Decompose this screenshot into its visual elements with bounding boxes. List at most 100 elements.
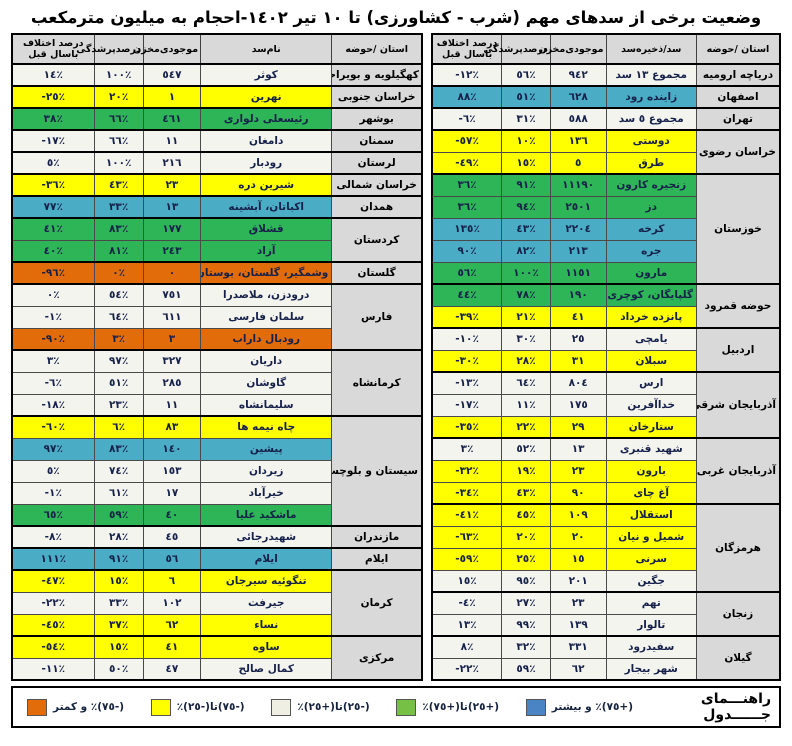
fill-percent-cell: ٣٣٪ [93, 591, 144, 615]
diff-percent-cell: ٩٠٪ [431, 239, 503, 263]
table-row: تالوار ١٣٩ ٩٩٪ ١٣٪ [431, 613, 780, 637]
table-row: هرمزگان استقلال ١٠٩ ٤٥٪ -٤١٪ [431, 503, 781, 593]
table-row: مازندران شهیدرجائی ٤٥ ٢٨٪ -٨٪ [11, 525, 423, 549]
volume-cell: ٥٤٧ [142, 63, 202, 87]
diff-percent-cell: -٩٦٪ [11, 261, 95, 285]
diff-percent-cell: -٣٢٪ [431, 459, 503, 483]
dam-name-cell: جیرفت [200, 591, 333, 615]
fill-percent-cell: ١٩٪ [501, 459, 551, 483]
diff-percent-cell: ١٤٪ [11, 63, 95, 87]
diff-percent-cell: -١١٪ [11, 657, 95, 681]
legend-item-label: (-٧٥)٪ و کمتر [53, 701, 125, 713]
diff-percent-cell: ٤٠٪ [11, 239, 95, 263]
fill-percent-cell: ٦٤٪ [501, 371, 551, 395]
fill-percent-cell: ٣٠٪ [501, 327, 551, 351]
legend-item-yellow: (-٧٥)تا(-٢٥)٪ [150, 698, 245, 716]
fill-percent-cell: ٥٩٪ [501, 657, 551, 681]
fill-percent-cell: ١٠٠٪ [93, 151, 144, 175]
dam-name-cell: دوستی [605, 129, 697, 153]
volume-cell: ٢٣ [549, 459, 607, 483]
province-cell: اصفهان [695, 85, 781, 109]
table-row: فارس درودزن، ملاصدرا ٧٥١ ٥٤٪ ٠٪ [11, 283, 423, 351]
dam-name-cell: خیرآباد [200, 481, 333, 505]
fill-percent-cell: ٨٣٪ [93, 217, 144, 241]
page-title: وضعیت برخی از سدهای مهم (شرب - کشاورزی) … [30, 8, 762, 27]
table-row: کرمان تنگوئیه سیرجان ٦ ١٥٪ -٤٧٪ [11, 569, 423, 637]
table-row: ایلام ایلام ٥٦ ٩١٪ ١١١٪ [11, 547, 423, 571]
column-header: درصد اختلاف باسال قبل [11, 33, 95, 65]
dam-name-cell: تنگوئیه سیرجان [200, 569, 333, 593]
province-cell: حوضه قمرود [695, 283, 781, 329]
table-row: پانزده خرداد ٤١ ٢١٪ -٣٩٪ [431, 305, 780, 329]
dam-name-cell: ماشکید علیا [200, 503, 333, 527]
volume-cell: ١٧٥ [549, 393, 607, 417]
dam-name-cell: گلپایگان، کوچری [605, 283, 697, 307]
dam-name-cell: بارون [605, 459, 697, 483]
table-row: شهر بیجار ٦٢ ٥٩٪ -٢٢٪ [431, 657, 780, 681]
fill-percent-cell: ٤٣٪ [501, 217, 551, 241]
dam-name-cell: مجموع ١٣ سد [605, 63, 697, 87]
province-cell: گیلان [695, 635, 781, 681]
volume-cell: ٨٣ [142, 415, 202, 439]
fill-percent-cell: ٤٣٪ [93, 173, 144, 197]
diff-percent-cell: -٣٤٪ [431, 481, 503, 505]
table-row: جگین ٢٠١ ٩٥٪ ١٥٪ [431, 569, 780, 593]
table-row: آذربایجان شرقی ارس ٨٠٤ ٦٤٪ -١٣٪ [431, 371, 781, 439]
diff-percent-cell: ٩٧٪ [11, 437, 95, 461]
volume-cell: ٤١ [142, 635, 202, 659]
dam-name-cell: آزاد [200, 239, 333, 263]
volume-cell: ٢١٦ [142, 151, 202, 175]
diff-percent-cell: -٦٣٪ [431, 525, 503, 549]
dam-name-cell: داریان [200, 349, 333, 373]
volume-cell: ١٣ [142, 195, 202, 219]
province-cell: گلستان [331, 261, 423, 285]
legend-item-orange: (-٧٥)٪ و کمتر [27, 698, 125, 716]
diff-percent-cell: -٣٩٪ [431, 305, 503, 329]
diff-percent-cell: -٣٠٪ [431, 349, 503, 373]
dam-name-cell: ایلام [200, 547, 333, 571]
fill-percent-cell: ٦٤٪ [93, 305, 144, 329]
diff-percent-cell: -٥٧٪ [431, 129, 503, 153]
province-cell: دریاچه ارومیه [695, 63, 781, 87]
legend-item-label: (-٧٥)تا(-٢٥)٪ [176, 701, 245, 713]
volume-cell: ٤٧ [142, 657, 202, 681]
table-row: حوضه قمرود گلپایگان، کوچری ١٩٠ ٧٨٪ ٤٤٪ [431, 283, 781, 329]
table-row: کردستان قشلاق ١٧٧ ٨٣٪ ٤١٪ [11, 217, 423, 263]
diff-percent-cell: -٦٠٪ [11, 415, 95, 439]
volume-cell: ١٠٩ [549, 503, 607, 527]
volume-cell: ٥٨٨ [549, 107, 607, 131]
dam-name-cell: شهید قنبری [605, 437, 697, 461]
fill-percent-cell: ٣١٪ [501, 107, 551, 131]
diff-percent-cell: ١٥٪ [431, 569, 503, 593]
fill-percent-cell: ٨٣٪ [93, 437, 144, 461]
diff-percent-cell: -٦٪ [431, 107, 503, 131]
table-row: دریاچه ارومیه مجموع ١٣ سد ٩٤٢ ٥٦٪ -١٢٪ [431, 63, 781, 87]
volume-cell: ٣١ [549, 349, 607, 373]
province-cell: لرستان [331, 151, 423, 175]
table-row: گیلان سفیدرود ٣٣١ ٣٢٪ ٨٪ [431, 635, 781, 681]
fill-percent-cell: ٩٤٪ [501, 195, 551, 219]
column-header: درصدپرشدگی [76, 33, 144, 65]
volume-cell: ١٣٦ [549, 129, 607, 153]
province-cell: خوزستان [695, 173, 781, 285]
diff-percent-cell: ١٣٪ [431, 613, 503, 637]
dam-name-cell: خداآفرین [605, 393, 697, 417]
fill-percent-cell: ١٥٪ [501, 151, 551, 175]
fill-percent-cell: ٣٪ [93, 327, 144, 351]
diff-percent-cell: -٤٥٪ [11, 613, 95, 637]
fill-percent-cell: ١٥٪ [93, 635, 144, 659]
dam-name-cell: سبلان [605, 349, 697, 373]
fill-percent-cell: ٨١٪ [93, 239, 144, 263]
diff-percent-cell: ٣٦٪ [431, 173, 503, 197]
diff-percent-cell: ٥٪ [11, 151, 95, 175]
dam-name-cell: ساوه [200, 635, 333, 659]
province-cell: کردستان [331, 217, 423, 263]
province-cell: ایلام [331, 547, 423, 571]
dam-name-cell: طرق [605, 151, 697, 175]
table-row: کرمانشاه داریان ٣٢٧ ٩٧٪ ٣٪ [11, 349, 423, 417]
volume-cell: ٢٣ [549, 591, 607, 615]
dam-name-cell: آغ چای [605, 481, 697, 505]
diff-percent-cell: -١٪ [11, 305, 95, 329]
dam-name-cell: سلیمانشاه [200, 393, 333, 417]
